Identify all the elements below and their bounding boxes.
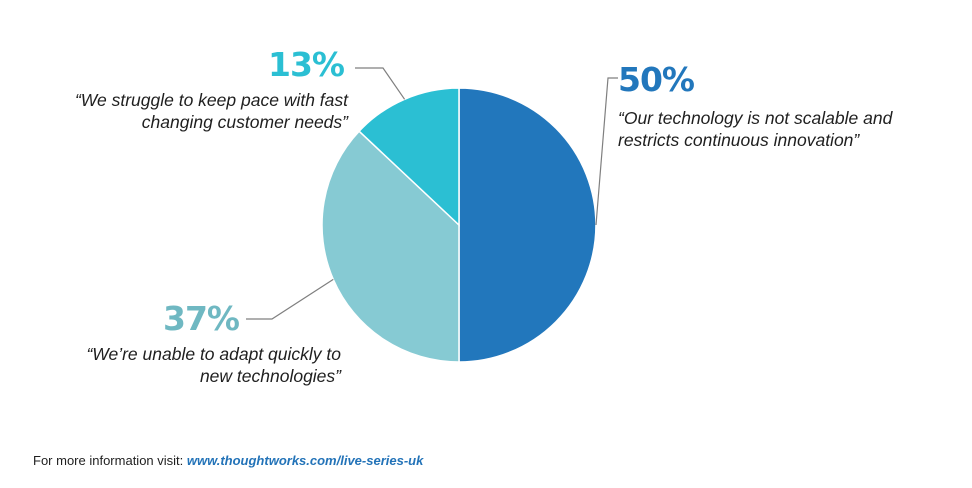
- leader-line: [355, 67, 406, 100]
- slice-percentage-label: 50%: [618, 60, 695, 99]
- slice-quote: “Our technology is not scalable and restr…: [618, 108, 894, 150]
- slice-quote-line: “We’re unable to adapt quickly to: [86, 344, 341, 364]
- pie-slice: [321, 130, 460, 363]
- leader-lines: [246, 67, 618, 320]
- footer-text: For more information visit:: [33, 453, 187, 468]
- slice-quote: “We struggle to keep pace with fast chang…: [75, 90, 349, 132]
- slice-labels: 50% “Our technology is not scalable and re…: [75, 45, 894, 386]
- leader-line: [595, 77, 618, 226]
- slice-quote: “We’re unable to adapt quickly to new tec…: [86, 344, 342, 386]
- slice-quote-line: restricts continuous innovation”: [618, 130, 860, 150]
- slice-percentage-label: 37%: [163, 299, 240, 338]
- leader-line: [246, 278, 334, 320]
- slice-quote-line: “We struggle to keep pace with fast: [75, 90, 349, 110]
- slice-quote-line: changing customer needs”: [142, 112, 349, 132]
- pie-slices: [321, 87, 597, 363]
- slice-quote-line: “Our technology is not scalable and: [618, 108, 894, 128]
- pie-slice: [458, 87, 597, 363]
- footer: For more information visit: www.thoughtw…: [33, 453, 423, 468]
- slice-percentage-label: 13%: [268, 45, 345, 84]
- slice-quote-line: new technologies”: [200, 366, 342, 386]
- footer-link[interactable]: www.thoughtworks.com/live-series-uk: [186, 453, 424, 468]
